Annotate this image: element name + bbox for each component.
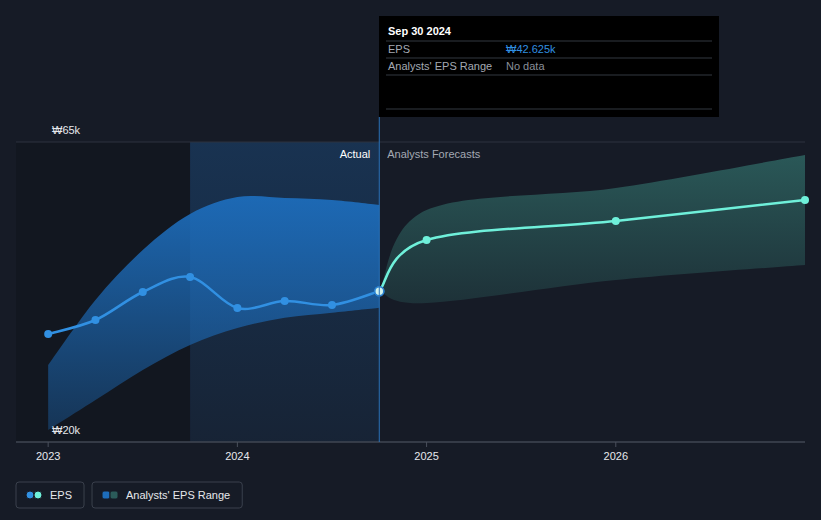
eps-point [801, 196, 809, 204]
bands [48, 155, 805, 430]
x-tick [615, 442, 616, 447]
y-tick-label: ₩65k [52, 124, 81, 136]
grid-line [16, 142, 805, 143]
eps-line [379, 200, 805, 291]
lines [44, 196, 809, 338]
grid-line [16, 442, 805, 443]
x-tick-label: 2024 [225, 450, 249, 462]
forecast-label: Analysts Forecasts [387, 148, 480, 160]
x-tick [426, 442, 427, 447]
legend-swatch [102, 491, 110, 499]
legend-label: EPS [50, 489, 72, 501]
legend-box [16, 482, 84, 508]
background [0, 0, 821, 520]
eps-point [281, 297, 289, 305]
legend-box [92, 482, 242, 508]
tooltip-date: Sep 30 2024 [388, 25, 452, 37]
tooltip-row-value: ₩42.625k [506, 43, 556, 55]
eps-line [48, 277, 379, 334]
eps-point [328, 301, 336, 309]
tooltip-rule [386, 75, 712, 76]
eps-point [44, 330, 52, 338]
chart: ₩20k ₩65k 2023 2024 2025 2026 Actual Analysts F… [0, 0, 821, 520]
legend-swatch [110, 491, 118, 499]
legend-label: Analysts' EPS Range [126, 489, 230, 501]
legend-entry: Analysts' EPS Range [92, 482, 242, 508]
tooltip-row-label: Analysts' EPS Range [388, 60, 492, 72]
tooltip: Sep 30 2024 EPS ₩42.625k Analysts' EPS Rang… [379, 16, 719, 117]
tooltip-rule [386, 109, 712, 110]
eps-point [139, 288, 147, 296]
tooltip-rule [386, 41, 712, 42]
hover-line [379, 117, 380, 442]
actual-label: Actual [340, 148, 371, 160]
eps-point [91, 316, 99, 324]
eps-point [612, 217, 620, 225]
legend-entry: EPS [16, 482, 84, 508]
x-tick [237, 442, 238, 447]
eps-range-band [48, 196, 379, 430]
eps-range-band [379, 155, 805, 303]
tooltip-rule [386, 58, 712, 59]
x-axis [16, 442, 805, 443]
eps-point [233, 304, 241, 312]
x-tick [48, 442, 49, 447]
legend-swatch [34, 491, 42, 499]
x-tick-label: 2026 [604, 450, 628, 462]
tooltip-box [379, 16, 719, 117]
y-tick-label: ₩20k [52, 424, 81, 436]
tooltip-row-value: No data [506, 60, 545, 72]
x-tick-label: 2025 [414, 450, 438, 462]
x-tick-label: 2023 [36, 450, 60, 462]
legend-swatch [26, 491, 34, 499]
eps-point [423, 236, 431, 244]
tooltip-row-label: EPS [388, 43, 410, 55]
eps-point [186, 273, 194, 281]
